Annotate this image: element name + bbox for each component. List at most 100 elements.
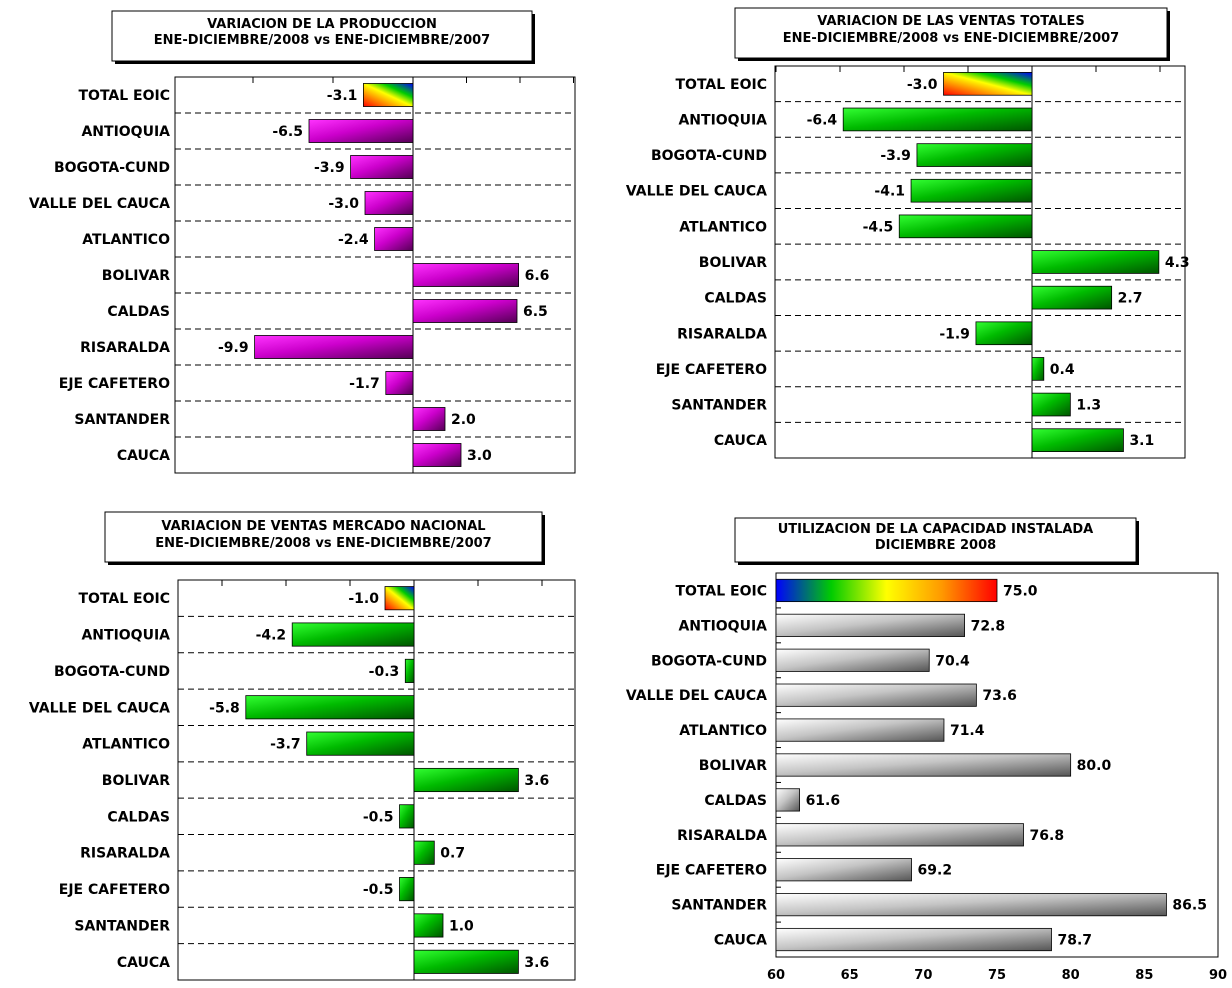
bar — [775, 718, 945, 742]
bar — [1031, 250, 1160, 274]
category-label: EJE CAFETERO — [656, 362, 767, 378]
x-tick-label: 70 — [914, 968, 932, 983]
data-label: 3.1 — [1129, 433, 1154, 449]
bar — [404, 658, 415, 683]
data-label: -0.5 — [363, 882, 394, 898]
category-label: VALLE DEL CAUCA — [626, 688, 767, 704]
chart-title: VARIACION DE VENTAS MERCADO NACIONAL — [161, 519, 485, 534]
data-label: -3.7 — [270, 737, 301, 753]
category-label: CAUCA — [714, 933, 767, 949]
bar — [975, 321, 1033, 346]
x-tick-label: 75 — [988, 968, 1006, 983]
category-label: TOTAL EOIC — [676, 77, 768, 93]
bar — [413, 767, 519, 793]
chart-4: UTILIZACION DE LA CAPACIDAD INSTALADADIC… — [626, 517, 1227, 983]
chart-title: VARIACION DE LA PRODUCCION — [207, 17, 437, 32]
bar — [385, 371, 414, 395]
category-label: ANTIOQUIA — [678, 112, 767, 128]
x-tick-label: 85 — [1135, 968, 1153, 983]
chart-subtitle: DICIEMBRE 2008 — [875, 538, 996, 553]
data-label: 2.7 — [1118, 291, 1143, 307]
data-label: 72.8 — [971, 618, 1006, 634]
bar — [943, 72, 1033, 96]
data-label: -4.5 — [863, 219, 894, 235]
bar — [775, 578, 998, 603]
data-label: -1.7 — [349, 376, 380, 392]
bar — [412, 443, 462, 467]
category-label: RISARALDA — [80, 846, 170, 862]
x-tick-label: 80 — [1062, 968, 1080, 983]
category-label: CALDAS — [107, 809, 170, 825]
bar — [412, 407, 446, 431]
x-tick-label: 65 — [841, 968, 859, 983]
data-label: 61.6 — [806, 793, 841, 809]
bar — [374, 227, 414, 251]
category-label: CALDAS — [704, 291, 767, 307]
data-label: -0.3 — [369, 664, 400, 680]
category-label: BOLIVAR — [699, 758, 767, 774]
bar — [916, 143, 1033, 167]
category-label: CAUCA — [117, 955, 170, 971]
data-label: 0.4 — [1050, 362, 1075, 378]
data-label: -4.2 — [256, 628, 287, 644]
bar — [775, 648, 930, 672]
data-label: 75.0 — [1003, 583, 1038, 599]
title-box — [111, 10, 533, 62]
data-label: 70.4 — [935, 653, 970, 669]
category-label: ATLANTICO — [82, 737, 170, 753]
category-label: ANTIOQUIA — [81, 628, 170, 644]
chart-subtitle: ENE-DICIEMBRE/2008 vs ENE-DICIEMBRE/2007 — [155, 536, 491, 551]
bar — [775, 893, 1167, 917]
data-label: 1.3 — [1076, 398, 1101, 414]
category-label: RISARALDA — [80, 340, 170, 356]
data-label: 78.7 — [1058, 933, 1093, 949]
bar — [775, 613, 965, 637]
category-label: VALLE DEL CAUCA — [29, 196, 170, 212]
category-label: EJE CAFETERO — [656, 863, 767, 879]
data-label: 73.6 — [982, 688, 1017, 704]
bar — [1031, 285, 1113, 310]
data-label: -3.9 — [314, 160, 345, 176]
bar — [1031, 392, 1071, 417]
bar — [413, 949, 519, 974]
data-label: -2.4 — [338, 232, 369, 248]
data-label: 2.0 — [451, 412, 476, 428]
category-label: SANTANDER — [671, 898, 767, 914]
bar — [362, 83, 414, 107]
category-label: BOGOTA-CUND — [651, 653, 767, 669]
data-label: -1.0 — [348, 591, 379, 607]
category-label: VALLE DEL CAUCA — [29, 700, 170, 716]
data-label: 80.0 — [1077, 758, 1112, 774]
category-label: EJE CAFETERO — [59, 376, 170, 392]
data-label: 76.8 — [1030, 828, 1065, 844]
data-label: -4.1 — [874, 184, 905, 200]
category-label: SANTANDER — [671, 398, 767, 414]
category-label: SANTANDER — [74, 412, 170, 428]
category-label: CALDAS — [107, 304, 170, 320]
bar — [775, 858, 912, 882]
bar — [254, 335, 414, 359]
bar — [384, 586, 415, 611]
bar — [775, 753, 1072, 777]
bar — [910, 178, 1033, 203]
category-label: BOLIVAR — [699, 255, 767, 271]
category-label: EJE CAFETERO — [59, 882, 170, 898]
data-label: -0.5 — [363, 809, 394, 825]
category-label: VALLE DEL CAUCA — [626, 184, 767, 200]
category-label: ANTIOQUIA — [81, 124, 170, 140]
bar — [413, 913, 444, 938]
category-label: BOGOTA-CUND — [54, 664, 170, 680]
x-tick-label: 60 — [767, 968, 785, 983]
category-label: CAUCA — [714, 433, 767, 449]
bar — [245, 695, 415, 720]
bar — [775, 683, 977, 707]
data-label: 71.4 — [950, 723, 985, 739]
category-label: BOGOTA-CUND — [54, 160, 170, 176]
bar — [1031, 357, 1045, 381]
category-label: CAUCA — [117, 448, 170, 464]
category-label: BOLIVAR — [102, 773, 170, 789]
bar — [412, 263, 519, 287]
x-tick-label: 90 — [1209, 968, 1227, 983]
data-label: 4.3 — [1165, 255, 1190, 271]
category-label: BOLIVAR — [102, 268, 170, 284]
